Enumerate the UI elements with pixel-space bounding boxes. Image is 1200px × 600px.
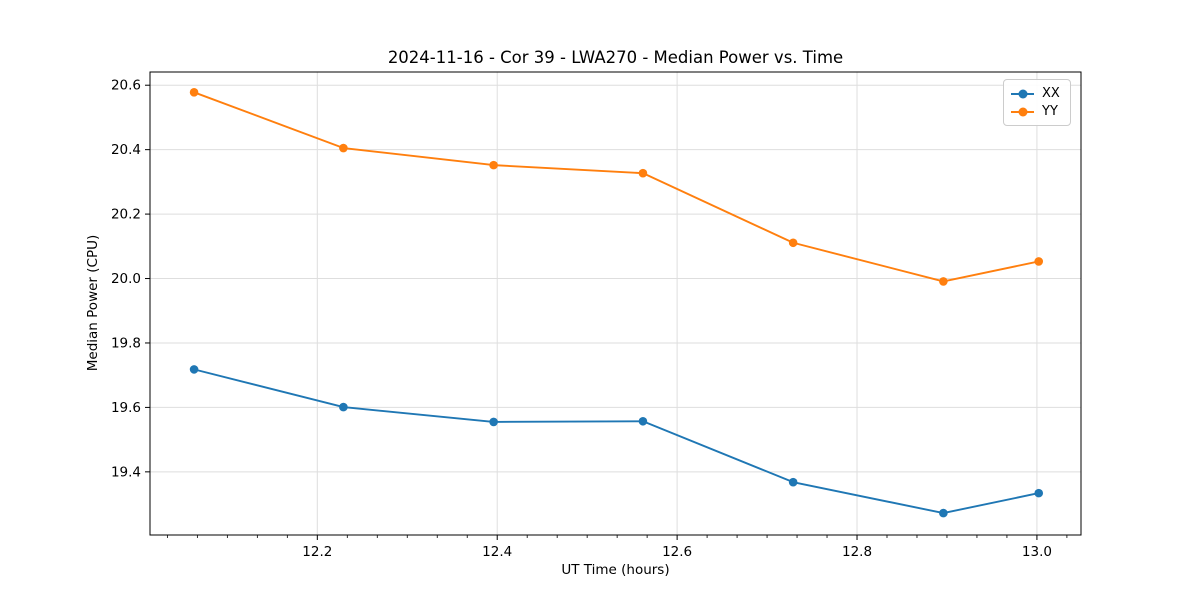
chart-title: 2024-11-16 - Cor 39 - LWA270 - Median Po… — [387, 48, 844, 67]
data-point-YY-4 — [788, 238, 798, 248]
y-tick-label-19.8: 19.8 — [111, 335, 141, 351]
legend-marker-YY — [1018, 107, 1027, 116]
y-tick-label-20.2: 20.2 — [111, 207, 141, 223]
x-tick-label-13.0: 13.0 — [1022, 544, 1052, 560]
data-point-XX-1 — [339, 402, 348, 412]
legend-line-sample-XX — [1011, 89, 1034, 98]
legend-label-YY: YY — [1042, 104, 1058, 119]
data-point-YY-6 — [1034, 257, 1044, 266]
y-axis-label: Median Power (CPU) — [85, 234, 101, 372]
data-point-XX-3 — [638, 416, 648, 426]
y-tick-label-19.6: 19.6 — [111, 400, 141, 416]
x-tick-label-12.4: 12.4 — [482, 544, 512, 560]
y-tick-label-19.4: 19.4 — [111, 464, 141, 480]
y-tick-label-20.6: 20.6 — [111, 78, 141, 94]
legend-item-XX: XX — [1011, 87, 1063, 100]
data-point-YY-1 — [339, 143, 348, 153]
data-point-YY-2 — [489, 160, 498, 170]
series-line-YY — [193, 91, 1040, 283]
data-point-YY-0 — [189, 87, 199, 97]
legend-item-YY: YY — [1011, 105, 1063, 118]
series-line-XX — [193, 368, 1040, 515]
x-tick-label-12.6: 12.6 — [662, 544, 692, 560]
data-point-XX-0 — [189, 365, 199, 374]
data-point-XX-2 — [489, 417, 498, 427]
y-tick-label-20.0: 20.0 — [111, 271, 141, 287]
data-point-XX-5 — [939, 508, 948, 518]
legend-label-XX: XX — [1042, 86, 1060, 101]
x-axis-label: UT Time (hours) — [561, 562, 670, 578]
axes-spines — [149, 71, 1082, 536]
data-point-YY-3 — [638, 168, 648, 178]
data-point-XX-6 — [1034, 488, 1044, 498]
legend-marker-XX — [1018, 89, 1027, 98]
data-point-XX-4 — [788, 477, 798, 487]
x-tick-label-12.2: 12.2 — [302, 544, 332, 560]
y-tick-label-20.4: 20.4 — [111, 142, 141, 158]
data-point-YY-5 — [939, 277, 948, 286]
x-tick-label-12.8: 12.8 — [842, 544, 872, 560]
legend-line-sample-YY — [1011, 107, 1034, 116]
legend-box: XX YY — [1003, 79, 1071, 126]
